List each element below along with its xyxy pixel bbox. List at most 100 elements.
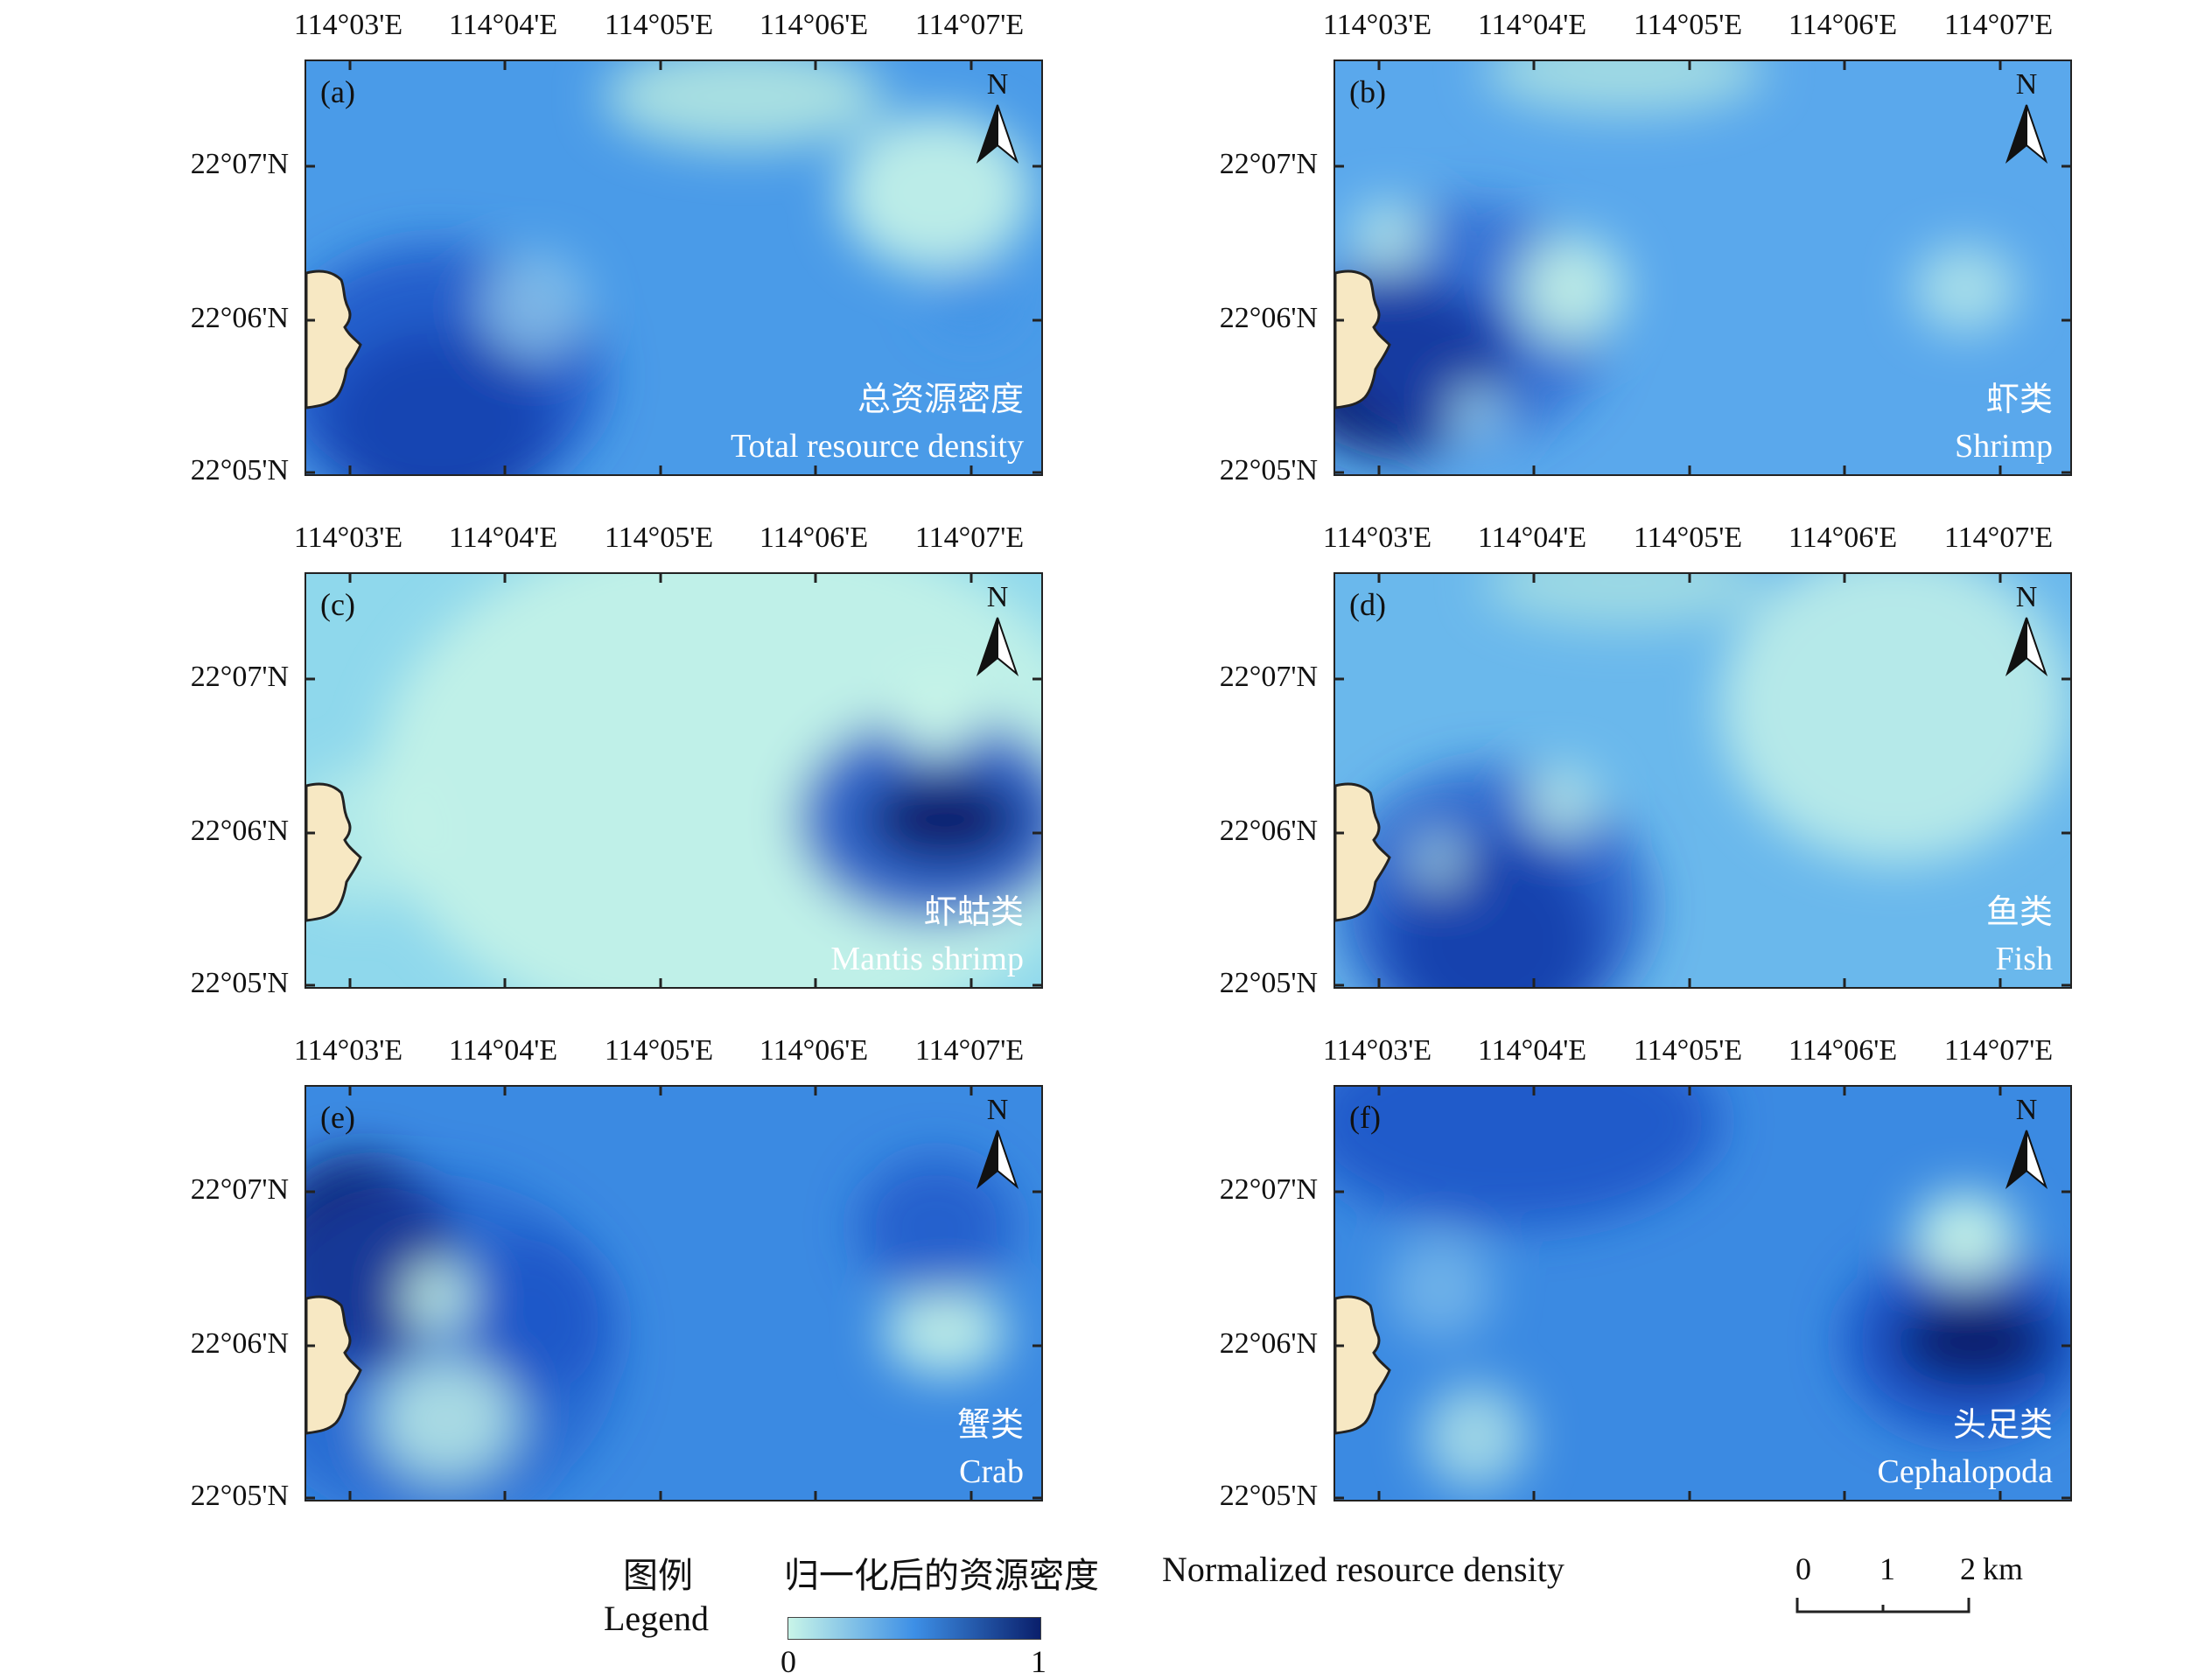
x-tick-label: 114°06'E: [1788, 522, 1898, 554]
scale-unit: km: [1983, 1551, 2024, 1586]
panel-letter: (d): [1349, 587, 1386, 622]
map-panel: 114°03'E 114°04'E 114°05'E 114°06'E 114°07'E…: [0, 522, 1043, 1012]
y-tick-label: 22°05'N: [1219, 1480, 1318, 1512]
density-hotspot: [1519, 236, 1624, 341]
coastline-land: [306, 270, 362, 410]
north-label: N: [2015, 581, 2038, 613]
density-surface: [1335, 61, 2070, 474]
x-tick-label: 114°03'E: [1322, 9, 1432, 41]
x-tick-label: 114°03'E: [1322, 522, 1432, 554]
panel-title-en: Fish: [1995, 941, 2053, 977]
panel-title-en: Shrimp: [1955, 428, 2053, 465]
scale-tick-0: 0: [1796, 1551, 1811, 1586]
density-hotspot: [1913, 1192, 2018, 1279]
y-tick-label: 22°07'N: [190, 661, 289, 693]
legend-label-en: Normalized resource density: [1162, 1550, 1564, 1589]
density-hotspot: [1484, 61, 1764, 114]
north-arrow-icon: N: [2002, 1094, 2051, 1190]
x-tick-label: 114°04'E: [448, 522, 558, 554]
panel-title-en: Total resource density: [730, 428, 1024, 465]
x-tick-label: 114°06'E: [1788, 1034, 1898, 1067]
y-tick-label: 22°07'N: [190, 1173, 289, 1206]
density-hotspot: [884, 1288, 1006, 1376]
north-arrow-icon: N: [973, 68, 1022, 164]
y-tick-label: 22°07'N: [1219, 661, 1318, 693]
y-tick-label: 22°06'N: [190, 302, 289, 334]
x-tick-label: 114°04'E: [1477, 522, 1587, 554]
x-tick-label: 114°03'E: [1322, 1034, 1432, 1067]
density-hotspot: [1449, 385, 1502, 438]
north-arrow-icon: N: [2002, 68, 2051, 164]
x-tick-label: 114°04'E: [1477, 1034, 1587, 1067]
density-hotspot: [892, 675, 980, 753]
density-surface: [1335, 1087, 2070, 1500]
map-panel: 114°03'E 114°04'E 114°05'E 114°06'E 114°07'E…: [0, 9, 1043, 499]
density-hotspot: [1414, 836, 1466, 889]
density-hotspot: [402, 1262, 472, 1332]
coastline-land: [306, 782, 362, 922]
y-tick-label: 22°07'N: [1219, 1173, 1318, 1206]
y-tick-label: 22°06'N: [1219, 1327, 1318, 1360]
density-hotspot: [866, 775, 1024, 863]
density-hotspot: [1353, 201, 1423, 271]
density-surface: [306, 61, 1041, 474]
north-arrow-icon: N: [973, 581, 1022, 677]
y-tick-label: 22°06'N: [190, 1327, 289, 1360]
panel-title-cn: 鱼类: [1985, 894, 2053, 931]
x-tick-label: 114°07'E: [1943, 522, 2054, 554]
density-hotspot: [1913, 245, 2018, 332]
panel-title-cn: 总资源密度: [857, 382, 1024, 418]
north-label: N: [2015, 68, 2038, 101]
density-hotspot: [1720, 574, 2070, 863]
north-label: N: [2015, 1094, 2038, 1126]
north-label: N: [986, 1094, 1009, 1126]
x-tick-label: 114°07'E: [914, 522, 1025, 554]
scale-tick-2: 2: [1960, 1551, 1976, 1586]
panel-letter: (f): [1349, 1100, 1381, 1135]
x-tick-label: 114°06'E: [1788, 9, 1898, 41]
legend-title-cn: 图例: [623, 1556, 693, 1595]
density-surface: [306, 574, 1041, 987]
legend: 图例 Legend 归一化后的资源密度 Normalized resource …: [0, 1540, 2205, 1679]
x-tick-label: 114°07'E: [914, 9, 1025, 41]
panel-title-en: Mantis shrimp: [830, 941, 1024, 977]
panel-letter: (e): [320, 1100, 355, 1135]
density-hotspot: [376, 1358, 516, 1480]
x-tick-label: 114°05'E: [604, 522, 714, 554]
x-tick-label: 114°05'E: [1633, 522, 1743, 554]
x-tick-label: 114°07'E: [1943, 9, 2054, 41]
panel-title-cn: 虾蛄类: [923, 894, 1024, 931]
colorbar: [788, 1617, 1041, 1640]
density-map: (e) N 蟹类 Crab: [304, 1085, 1043, 1502]
map-panel: 114°03'E 114°04'E 114°05'E 114°06'E 114°07'E…: [0, 1034, 1043, 1524]
density-surface: [306, 1087, 1041, 1500]
panel-title-cn: 头足类: [1952, 1407, 2053, 1444]
colorbar-min: 0: [780, 1644, 796, 1679]
x-tick-label: 114°03'E: [293, 1034, 403, 1067]
x-tick-label: 114°06'E: [759, 9, 869, 41]
panel-letter: (b): [1349, 74, 1386, 109]
coastline-land: [1335, 270, 1391, 410]
x-tick-label: 114°05'E: [1633, 1034, 1743, 1067]
colorbar-max: 1: [1031, 1644, 1046, 1679]
y-tick-label: 22°05'N: [190, 967, 289, 999]
density-map: (f) N 头足类 Cephalopoda: [1334, 1085, 2072, 1502]
coastline-land: [1335, 1295, 1391, 1435]
x-tick-label: 114°03'E: [293, 9, 403, 41]
density-hotspot: [604, 61, 884, 149]
y-tick-label: 22°05'N: [1219, 454, 1318, 486]
density-surface: [1335, 574, 2070, 987]
y-tick-label: 22°07'N: [190, 148, 289, 180]
y-tick-label: 22°07'N: [1219, 148, 1318, 180]
density-map: (b) N 虾类 Shrimp: [1334, 60, 2072, 476]
scale-bar-line: [1796, 1598, 1970, 1614]
legend-label-cn: 归一化后的资源密度: [784, 1556, 1099, 1595]
density-hotspot: [1388, 1236, 1493, 1340]
x-tick-label: 114°06'E: [759, 1034, 869, 1067]
density-map: (a) N 总资源密度 Total resource density: [304, 60, 1043, 476]
panel-letter: (a): [320, 74, 355, 109]
panel-title-en: Crab: [959, 1453, 1024, 1490]
density-hotspot: [1895, 1297, 2053, 1384]
panel-title-cn: 虾类: [1985, 382, 2053, 418]
panel-title-en: Cephalopoda: [1877, 1453, 2053, 1490]
